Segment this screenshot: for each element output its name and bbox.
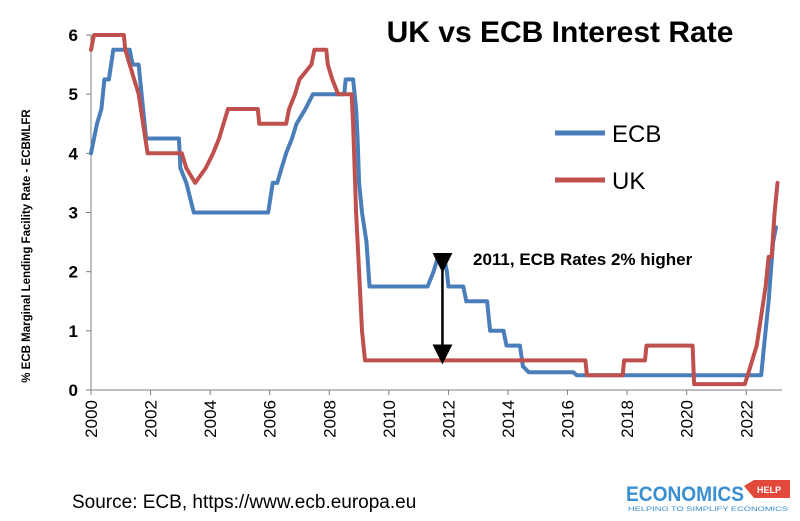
y-tick-label: 0 [69, 381, 78, 400]
x-tick-label: 2014 [499, 400, 518, 438]
y-tick-label: 5 [69, 85, 78, 104]
x-tick-label: 2022 [737, 400, 756, 438]
logo-badge-text: HELP [757, 485, 781, 495]
y-tick-label: 2 [69, 263, 78, 282]
logo-tagline: HELPING TO SIMPLIFY ECONOMICS [628, 506, 789, 513]
x-tick-label: 2000 [82, 400, 101, 438]
annotation: 2011, ECB Rates 2% higher [432, 250, 693, 365]
x-tick-label: 2016 [559, 400, 578, 438]
annotation-text: 2011, ECB Rates 2% higher [473, 250, 693, 269]
x-tick-label: 2020 [678, 400, 697, 438]
legend-label-uk: UK [612, 168, 645, 195]
series-line-ecb [89, 47, 778, 378]
y-tick-label: 1 [69, 322, 78, 341]
logo-brand: ECONOMICS [626, 483, 744, 506]
x-tick-label: 2012 [439, 400, 458, 438]
y-tick-label: 4 [69, 144, 79, 163]
chart-title: UK vs ECB Interest Rate [387, 16, 734, 49]
y-tick-label: 3 [69, 204, 78, 223]
legend: ECB UK [555, 121, 661, 195]
x-tick-label: 2010 [380, 400, 399, 438]
series-line-uk [89, 33, 780, 387]
legend-label-ecb: ECB [612, 121, 661, 148]
x-tick-label: 2004 [201, 400, 220, 438]
x-tick-label: 2002 [142, 400, 161, 438]
economics-help-logo: ECONOMICS HELP HELPING TO SIMPLIFY ECONO… [626, 480, 790, 513]
x-tick-label: 2018 [618, 400, 637, 438]
x-tick-label: 2006 [261, 400, 280, 438]
y-axis-label: % ECB Marginal Lending Facility Rate - E… [21, 109, 33, 383]
x-axis-ticks: 2000 2002 2004 2006 2008 2010 2012 2014 2016 2018… [82, 390, 756, 438]
y-tick-label: 6 [69, 26, 78, 45]
logo-badge-shape [744, 480, 790, 498]
source-note: Source: ECB, https://www.ecb.europa.eu [72, 492, 416, 513]
x-tick-label: 2008 [320, 400, 339, 438]
series-lines [89, 33, 780, 387]
y-axis-ticks: 0 1 2 3 4 5 6 [69, 26, 91, 400]
